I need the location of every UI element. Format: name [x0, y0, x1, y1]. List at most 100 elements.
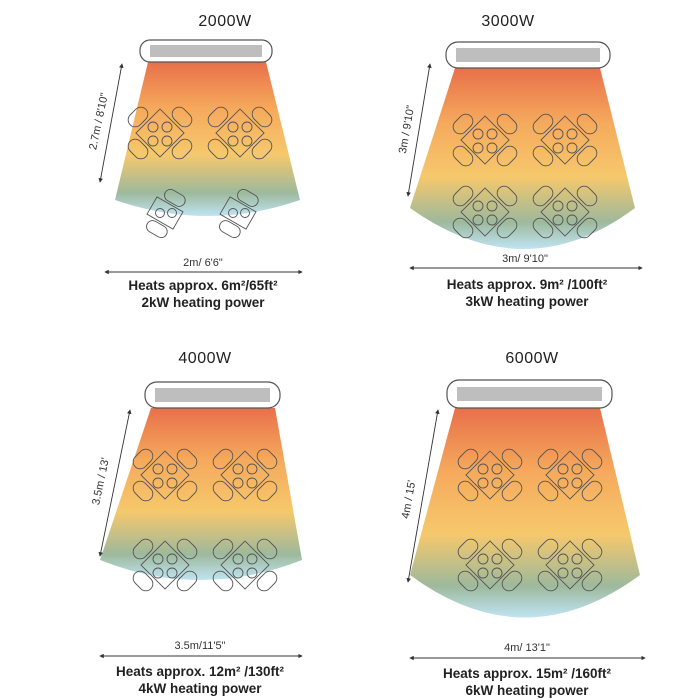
- plate-icon: [246, 567, 258, 579]
- table-icon: [540, 187, 590, 237]
- plate-icon: [472, 128, 484, 140]
- plate-icon: [246, 553, 258, 565]
- plate-icon: [477, 567, 489, 579]
- height-arrow: [98, 63, 124, 183]
- plate-icon: [571, 463, 583, 475]
- chair-icon: [127, 138, 149, 160]
- table-icon: [540, 115, 590, 165]
- plate-icon: [491, 463, 503, 475]
- plate-icon: [566, 200, 578, 212]
- chair-icon: [532, 217, 554, 239]
- table-icon: [140, 450, 190, 500]
- plate-icon: [152, 567, 164, 579]
- table-with-chairs: [457, 448, 523, 502]
- width-label: 3m/ 9'10": [502, 253, 548, 265]
- plate-icon: [232, 553, 244, 565]
- plate-icon: [491, 553, 503, 565]
- chair-icon: [207, 138, 229, 160]
- chair-icon: [496, 217, 518, 239]
- heater-element: [150, 45, 262, 57]
- power-text: 2kW heating power: [141, 295, 265, 310]
- chair-icon: [212, 480, 234, 502]
- chair-icon: [537, 480, 559, 502]
- plate-icon: [566, 128, 578, 140]
- plate-icon: [486, 128, 498, 140]
- chair-icon: [581, 538, 603, 560]
- plate-icon: [491, 477, 503, 489]
- table-with-chairs: [452, 185, 518, 239]
- chair-icon: [532, 185, 554, 207]
- table-icon: [460, 115, 510, 165]
- chair-icon: [457, 480, 479, 502]
- plate-icon: [552, 142, 564, 154]
- plate-icon: [232, 463, 244, 475]
- table-icon: [135, 108, 185, 158]
- chair-icon: [581, 480, 603, 502]
- chair-icon: [256, 538, 278, 560]
- plate-icon: [246, 477, 258, 489]
- heater-element: [456, 48, 600, 62]
- chair-icon: [256, 570, 278, 592]
- chair-icon: [501, 538, 523, 560]
- furniture-layout: [127, 106, 273, 239]
- plate-icon: [227, 135, 239, 147]
- power-text: 3kW heating power: [465, 294, 589, 309]
- chair-icon: [146, 220, 168, 239]
- chair-icon: [132, 538, 154, 560]
- plate-icon: [155, 208, 165, 218]
- area-text: Heats approx. 6m²/65ft²: [128, 278, 278, 293]
- heat-zone: [100, 408, 302, 580]
- table-with-chairs: [457, 538, 523, 592]
- plate-icon: [566, 214, 578, 226]
- plate-icon: [241, 121, 253, 133]
- chair-icon: [207, 106, 229, 128]
- chair-icon: [176, 538, 198, 560]
- chair-icon: [576, 145, 598, 167]
- plate-icon: [472, 214, 484, 226]
- table-with-chairs: [532, 113, 598, 167]
- table-with-chairs: [207, 106, 273, 160]
- height-label: 3m / 9'10": [397, 104, 417, 154]
- plate-icon: [147, 135, 159, 147]
- panel-title: 2000W: [198, 13, 252, 30]
- heater-element: [155, 388, 270, 402]
- chair-icon: [581, 570, 603, 592]
- table-icon: [460, 187, 510, 237]
- heat-zone: [115, 62, 300, 216]
- chair-icon: [251, 138, 273, 160]
- table-icon: [219, 196, 257, 230]
- plate-icon: [491, 567, 503, 579]
- plate-icon: [486, 200, 498, 212]
- table-icon: [465, 540, 515, 590]
- area-text: Heats approx. 9m² /100ft²: [447, 277, 608, 292]
- chair-icon: [457, 448, 479, 470]
- panel-title: 6000W: [505, 350, 559, 367]
- chair-icon: [581, 448, 603, 470]
- height-arrow: [406, 409, 440, 583]
- table-with-chairs: [452, 113, 518, 167]
- plate-icon: [557, 477, 569, 489]
- power-text: 4kW heating power: [138, 681, 262, 696]
- area-text: Heats approx. 15m² /160ft²: [443, 666, 612, 681]
- height-label: 4m / 15': [400, 479, 419, 519]
- chair-icon: [237, 188, 259, 207]
- table-icon: [140, 540, 190, 590]
- chair-icon: [452, 217, 474, 239]
- table-icon: [220, 540, 270, 590]
- plate-icon: [472, 142, 484, 154]
- chair-icon: [496, 113, 518, 135]
- table-with-chairs: [537, 538, 603, 592]
- plate-icon: [566, 142, 578, 154]
- table-with-chairs: [212, 538, 278, 592]
- chair-icon: [171, 106, 193, 128]
- chair-icon: [501, 570, 523, 592]
- chair-icon: [501, 480, 523, 502]
- plate-icon: [166, 567, 178, 579]
- plate-icon: [477, 477, 489, 489]
- width-label: 4m/ 13'1": [504, 642, 550, 654]
- plate-icon: [477, 463, 489, 475]
- chair-icon: [176, 480, 198, 502]
- table-icon: [465, 450, 515, 500]
- table-icon: [545, 450, 595, 500]
